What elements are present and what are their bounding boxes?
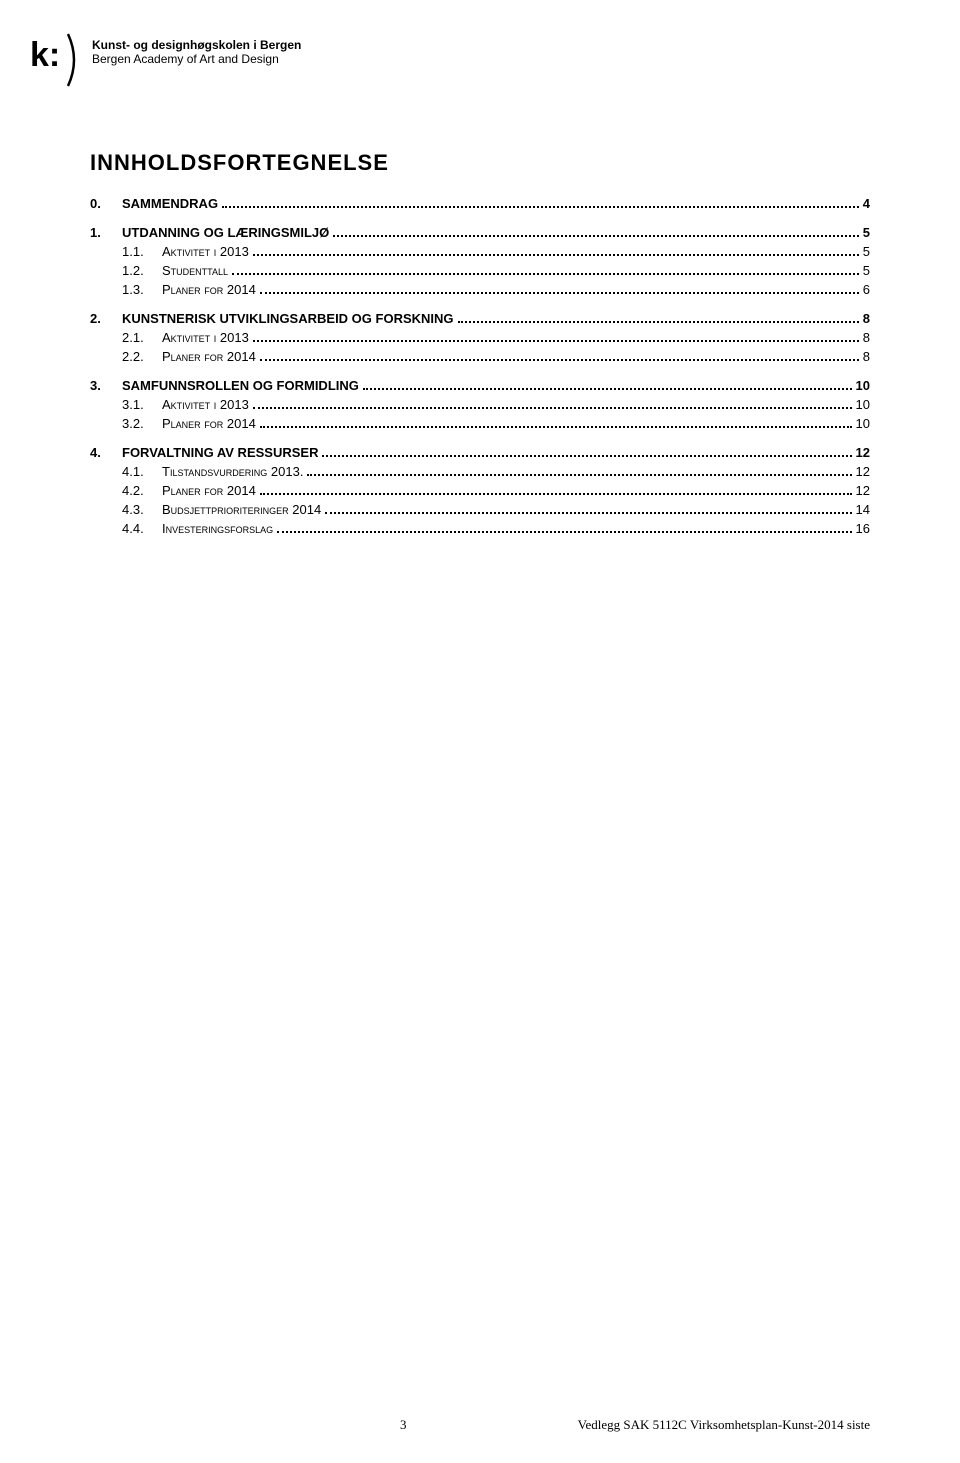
- toc-entry-number: 1.1.: [122, 244, 162, 259]
- toc-entry-label: KUNSTNERISK UTVIKLINGSARBEID OG FORSKNIN…: [122, 311, 454, 326]
- toc-entry-number: 4.: [90, 445, 122, 460]
- toc-entry-page: 5: [863, 225, 870, 240]
- toc-entry-label: Budsjettprioriteringer 2014: [162, 502, 321, 517]
- toc-leader-dots: [260, 426, 852, 428]
- toc-entry: 0.SAMMENDRAG 4: [90, 196, 870, 211]
- toc-leader-dots: [253, 407, 852, 409]
- toc-leader-dots: [325, 512, 851, 514]
- toc-entry-page: 10: [856, 378, 870, 393]
- toc-entry-page: 8: [863, 330, 870, 345]
- toc-title: INNHOLDSFORTEGNELSE: [90, 150, 870, 176]
- toc-entry-label: Aktivitet i 2013: [162, 244, 249, 259]
- toc-leader-dots: [277, 531, 851, 533]
- toc-leader-dots: [260, 493, 852, 495]
- toc-leader-dots: [458, 321, 859, 323]
- page-container: k: Kunst- og designhøgskolen i Bergen Be…: [0, 0, 960, 536]
- toc-leader-dots: [232, 273, 859, 275]
- toc-entry-number: 2.2.: [122, 349, 162, 364]
- toc-list: 0.SAMMENDRAG 4 1.UTDANNING OG LÆRINGSMILJØ…: [90, 196, 870, 536]
- svg-text:k:: k:: [30, 36, 60, 74]
- toc-entry-label: Planer for 2014: [162, 416, 256, 431]
- toc-entry-number: 3.1.: [122, 397, 162, 412]
- toc-entry: 1.3.Planer for 2014 6: [90, 282, 870, 297]
- toc-leader-dots: [333, 235, 858, 237]
- footer-attachment-text: Vedlegg SAK 5112C Virksomhetsplan-Kunst-…: [578, 1417, 870, 1433]
- toc-entry: 3.2.Planer for 2014 10: [90, 416, 870, 431]
- toc-leader-dots: [260, 292, 859, 294]
- toc-entry: 2.KUNSTNERISK UTVIKLINGSARBEID OG FORSKN…: [90, 311, 870, 326]
- toc-entry-label: Planer for 2014: [162, 483, 256, 498]
- toc-leader-dots: [363, 388, 852, 390]
- toc-entry-label: Tilstandsvurdering 2013.: [162, 464, 303, 479]
- toc-entry: 1.UTDANNING OG LÆRINGSMILJØ 5: [90, 225, 870, 240]
- toc-entry: 3.1.Aktivitet i 2013 10: [90, 397, 870, 412]
- toc-entry-label: Studenttall: [162, 263, 228, 278]
- toc-entry-number: 3.2.: [122, 416, 162, 431]
- toc-entry-label: Aktivitet i 2013: [162, 330, 249, 345]
- page-footer: 3 Vedlegg SAK 5112C Virksomhetsplan-Kuns…: [0, 1417, 960, 1433]
- document-header: k: Kunst- og designhøgskolen i Bergen Be…: [30, 30, 870, 90]
- toc-leader-dots: [260, 359, 859, 361]
- toc-entry-page: 6: [863, 282, 870, 297]
- institution-logo: k:: [30, 30, 80, 90]
- toc-leader-dots: [322, 455, 851, 457]
- toc-entry-number: 4.1.: [122, 464, 162, 479]
- toc-leader-dots: [307, 474, 851, 476]
- institution-name-native: Kunst- og designhøgskolen i Bergen: [92, 38, 301, 52]
- toc-entry-label: Planer for 2014: [162, 349, 256, 364]
- toc-entry: 1.2.Studenttall 5: [90, 263, 870, 278]
- toc-entry: 4.4.Investeringsforslag 16: [90, 521, 870, 536]
- toc-entry-page: 12: [856, 445, 870, 460]
- toc-entry-page: 8: [863, 349, 870, 364]
- toc-leader-dots: [253, 254, 859, 256]
- toc-entry-page: 5: [863, 244, 870, 259]
- toc-entry-page: 5: [863, 263, 870, 278]
- toc-entry-page: 10: [856, 397, 870, 412]
- toc-entry-label: Aktivitet i 2013: [162, 397, 249, 412]
- toc-entry-label: SAMMENDRAG: [122, 196, 218, 211]
- toc-entry: 4.2.Planer for 2014 12: [90, 483, 870, 498]
- toc-entry-number: 4.3.: [122, 502, 162, 517]
- toc-entry-number: 1.3.: [122, 282, 162, 297]
- toc-entry-label: FORVALTNING AV RESSURSER: [122, 445, 318, 460]
- toc-entry: 2.2.Planer for 2014 8: [90, 349, 870, 364]
- page-number: 3: [400, 1417, 407, 1433]
- toc-entry: 1.1.Aktivitet i 2013 5: [90, 244, 870, 259]
- toc-leader-dots: [253, 340, 859, 342]
- toc-entry-number: 2.: [90, 311, 122, 326]
- toc-entry-page: 14: [856, 502, 870, 517]
- toc-leader-dots: [222, 206, 859, 208]
- toc-entry-page: 8: [863, 311, 870, 326]
- toc-entry: 4.1.Tilstandsvurdering 2013. 12: [90, 464, 870, 479]
- toc-entry-label: SAMFUNNSROLLEN OG FORMIDLING: [122, 378, 359, 393]
- toc-entry-number: 4.4.: [122, 521, 162, 536]
- toc-entry-number: 4.2.: [122, 483, 162, 498]
- toc-entry-page: 12: [856, 464, 870, 479]
- institution-name-english: Bergen Academy of Art and Design: [92, 52, 301, 66]
- toc-entry-page: 4: [863, 196, 870, 211]
- toc-entry: 3.SAMFUNNSROLLEN OG FORMIDLING 10: [90, 378, 870, 393]
- institution-name: Kunst- og designhøgskolen i Bergen Berge…: [92, 30, 301, 66]
- toc-entry-label: UTDANNING OG LÆRINGSMILJØ: [122, 225, 329, 240]
- toc-entry-number: 1.2.: [122, 263, 162, 278]
- toc-entry-number: 2.1.: [122, 330, 162, 345]
- toc-entry-number: 3.: [90, 378, 122, 393]
- toc-entry-number: 1.: [90, 225, 122, 240]
- toc-entry-label: Planer for 2014: [162, 282, 256, 297]
- toc-entry: 2.1.Aktivitet i 2013 8: [90, 330, 870, 345]
- toc-entry-page: 16: [856, 521, 870, 536]
- toc-entry-number: 0.: [90, 196, 122, 211]
- toc-entry-label: Investeringsforslag: [162, 521, 273, 536]
- toc-entry: 4.FORVALTNING AV RESSURSER 12: [90, 445, 870, 460]
- toc-entry-page: 10: [856, 416, 870, 431]
- toc-entry-page: 12: [856, 483, 870, 498]
- toc-entry: 4.3.Budsjettprioriteringer 2014 14: [90, 502, 870, 517]
